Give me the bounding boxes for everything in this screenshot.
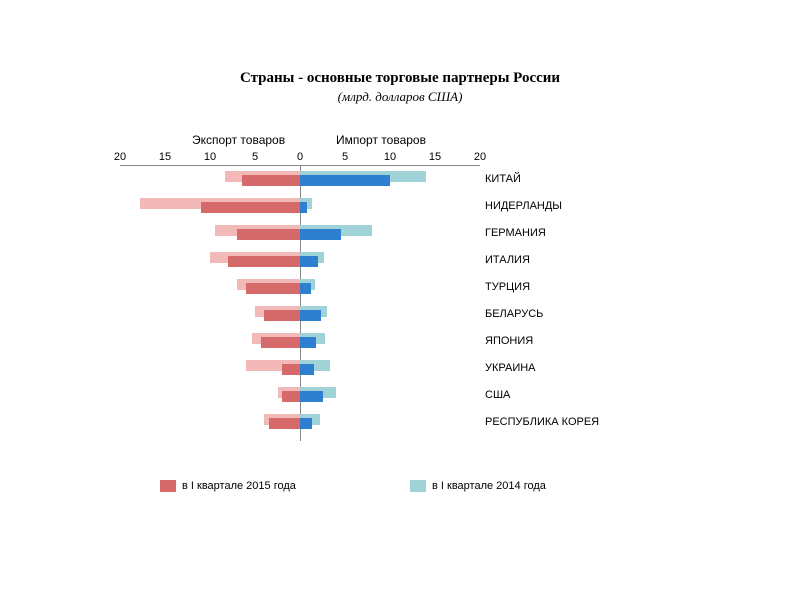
legend-label-2014: в I квартале 2014 года	[432, 480, 546, 492]
bar-export-2015	[282, 391, 300, 402]
legend-swatch-2015-export	[160, 480, 176, 492]
bar-import-2015	[300, 229, 341, 240]
bar-export-2015	[246, 283, 300, 294]
country-label: КИТАЙ	[485, 173, 521, 185]
bar-export-2015	[282, 364, 300, 375]
chart-row: ТУРЦИЯ	[80, 277, 720, 304]
chart-row: США	[80, 385, 720, 412]
chart-title: Страны - основные торговые партнеры Росс…	[80, 70, 720, 87]
bar-import-2015	[300, 310, 321, 321]
bar-export-2015	[237, 229, 300, 240]
bar-export-2015	[264, 310, 300, 321]
country-label: ТУРЦИЯ	[485, 281, 530, 293]
country-label: ИТАЛИЯ	[485, 254, 530, 266]
country-label: США	[485, 389, 510, 401]
bar-import-2015	[300, 391, 323, 402]
bar-export-2015	[242, 175, 301, 186]
country-label: ЯПОНИЯ	[485, 335, 533, 347]
chart-row: ГЕРМАНИЯ	[80, 223, 720, 250]
country-label: ГЕРМАНИЯ	[485, 227, 546, 239]
axis-tick: 10	[384, 151, 396, 163]
axis-tick: 0	[297, 151, 303, 163]
chart-row: РЕСПУБЛИКА КОРЕЯ	[80, 412, 720, 439]
chart-row: ИТАЛИЯ	[80, 250, 720, 277]
bars-area: КИТАЙ НИДЕРЛАНДЫ ГЕРМАНИЯ ИТАЛИЯ ТУРЦИЯ БЕЛАР…	[80, 169, 720, 439]
chart-row: НИДЕРЛАНДЫ	[80, 196, 720, 223]
bar-import-2015	[300, 256, 318, 267]
country-label: РЕСПУБЛИКА КОРЕЯ	[485, 416, 599, 428]
axis-tick: 15	[429, 151, 441, 163]
axis-tick: 5	[252, 151, 258, 163]
chart-row: БЕЛАРУСЬ	[80, 304, 720, 331]
bar-import-2015	[300, 418, 312, 429]
chart-row: УКРАИНА	[80, 358, 720, 385]
plot-area: Экспорт товаров Импорт товаров 20 15 10 5 0 5…	[80, 133, 720, 463]
bar-export-2015	[269, 418, 301, 429]
bar-import-2015	[300, 283, 311, 294]
legend-item-2014: в I квартале 2014 года	[410, 480, 546, 492]
import-axis-label: Импорт товаров	[336, 133, 426, 147]
bar-export-2015	[228, 256, 300, 267]
bar-export-2015	[201, 202, 300, 213]
chart-row: ЯПОНИЯ	[80, 331, 720, 358]
axis-tick: 20	[474, 151, 486, 163]
chart-row: КИТАЙ	[80, 169, 720, 196]
legend-item-2015: в I квартале 2015 года	[160, 480, 296, 492]
export-axis-label: Экспорт товаров	[192, 133, 285, 147]
bar-export-2015	[261, 337, 300, 348]
axis-headers: Экспорт товаров Импорт товаров	[80, 133, 720, 151]
axis-tick: 5	[342, 151, 348, 163]
legend-label-2015: в I квартале 2015 года	[182, 480, 296, 492]
bar-import-2015	[300, 337, 316, 348]
axis-tick: 10	[204, 151, 216, 163]
country-label: УКРАИНА	[485, 362, 536, 374]
chart-subtitle: (млрд. долларов США)	[80, 89, 720, 105]
country-label: БЕЛАРУСЬ	[485, 308, 543, 320]
bar-import-2015	[300, 364, 314, 375]
country-label: НИДЕРЛАНДЫ	[485, 200, 562, 212]
chart-container: Страны - основные торговые партнеры Росс…	[80, 70, 720, 463]
bar-import-2015	[300, 202, 307, 213]
axis-ticks: 20 15 10 5 0 5 10 15 20	[80, 151, 720, 165]
axis-tick: 15	[159, 151, 171, 163]
legend-swatch-2014-export	[410, 480, 426, 492]
axis-tick: 20	[114, 151, 126, 163]
bar-import-2015	[300, 175, 390, 186]
